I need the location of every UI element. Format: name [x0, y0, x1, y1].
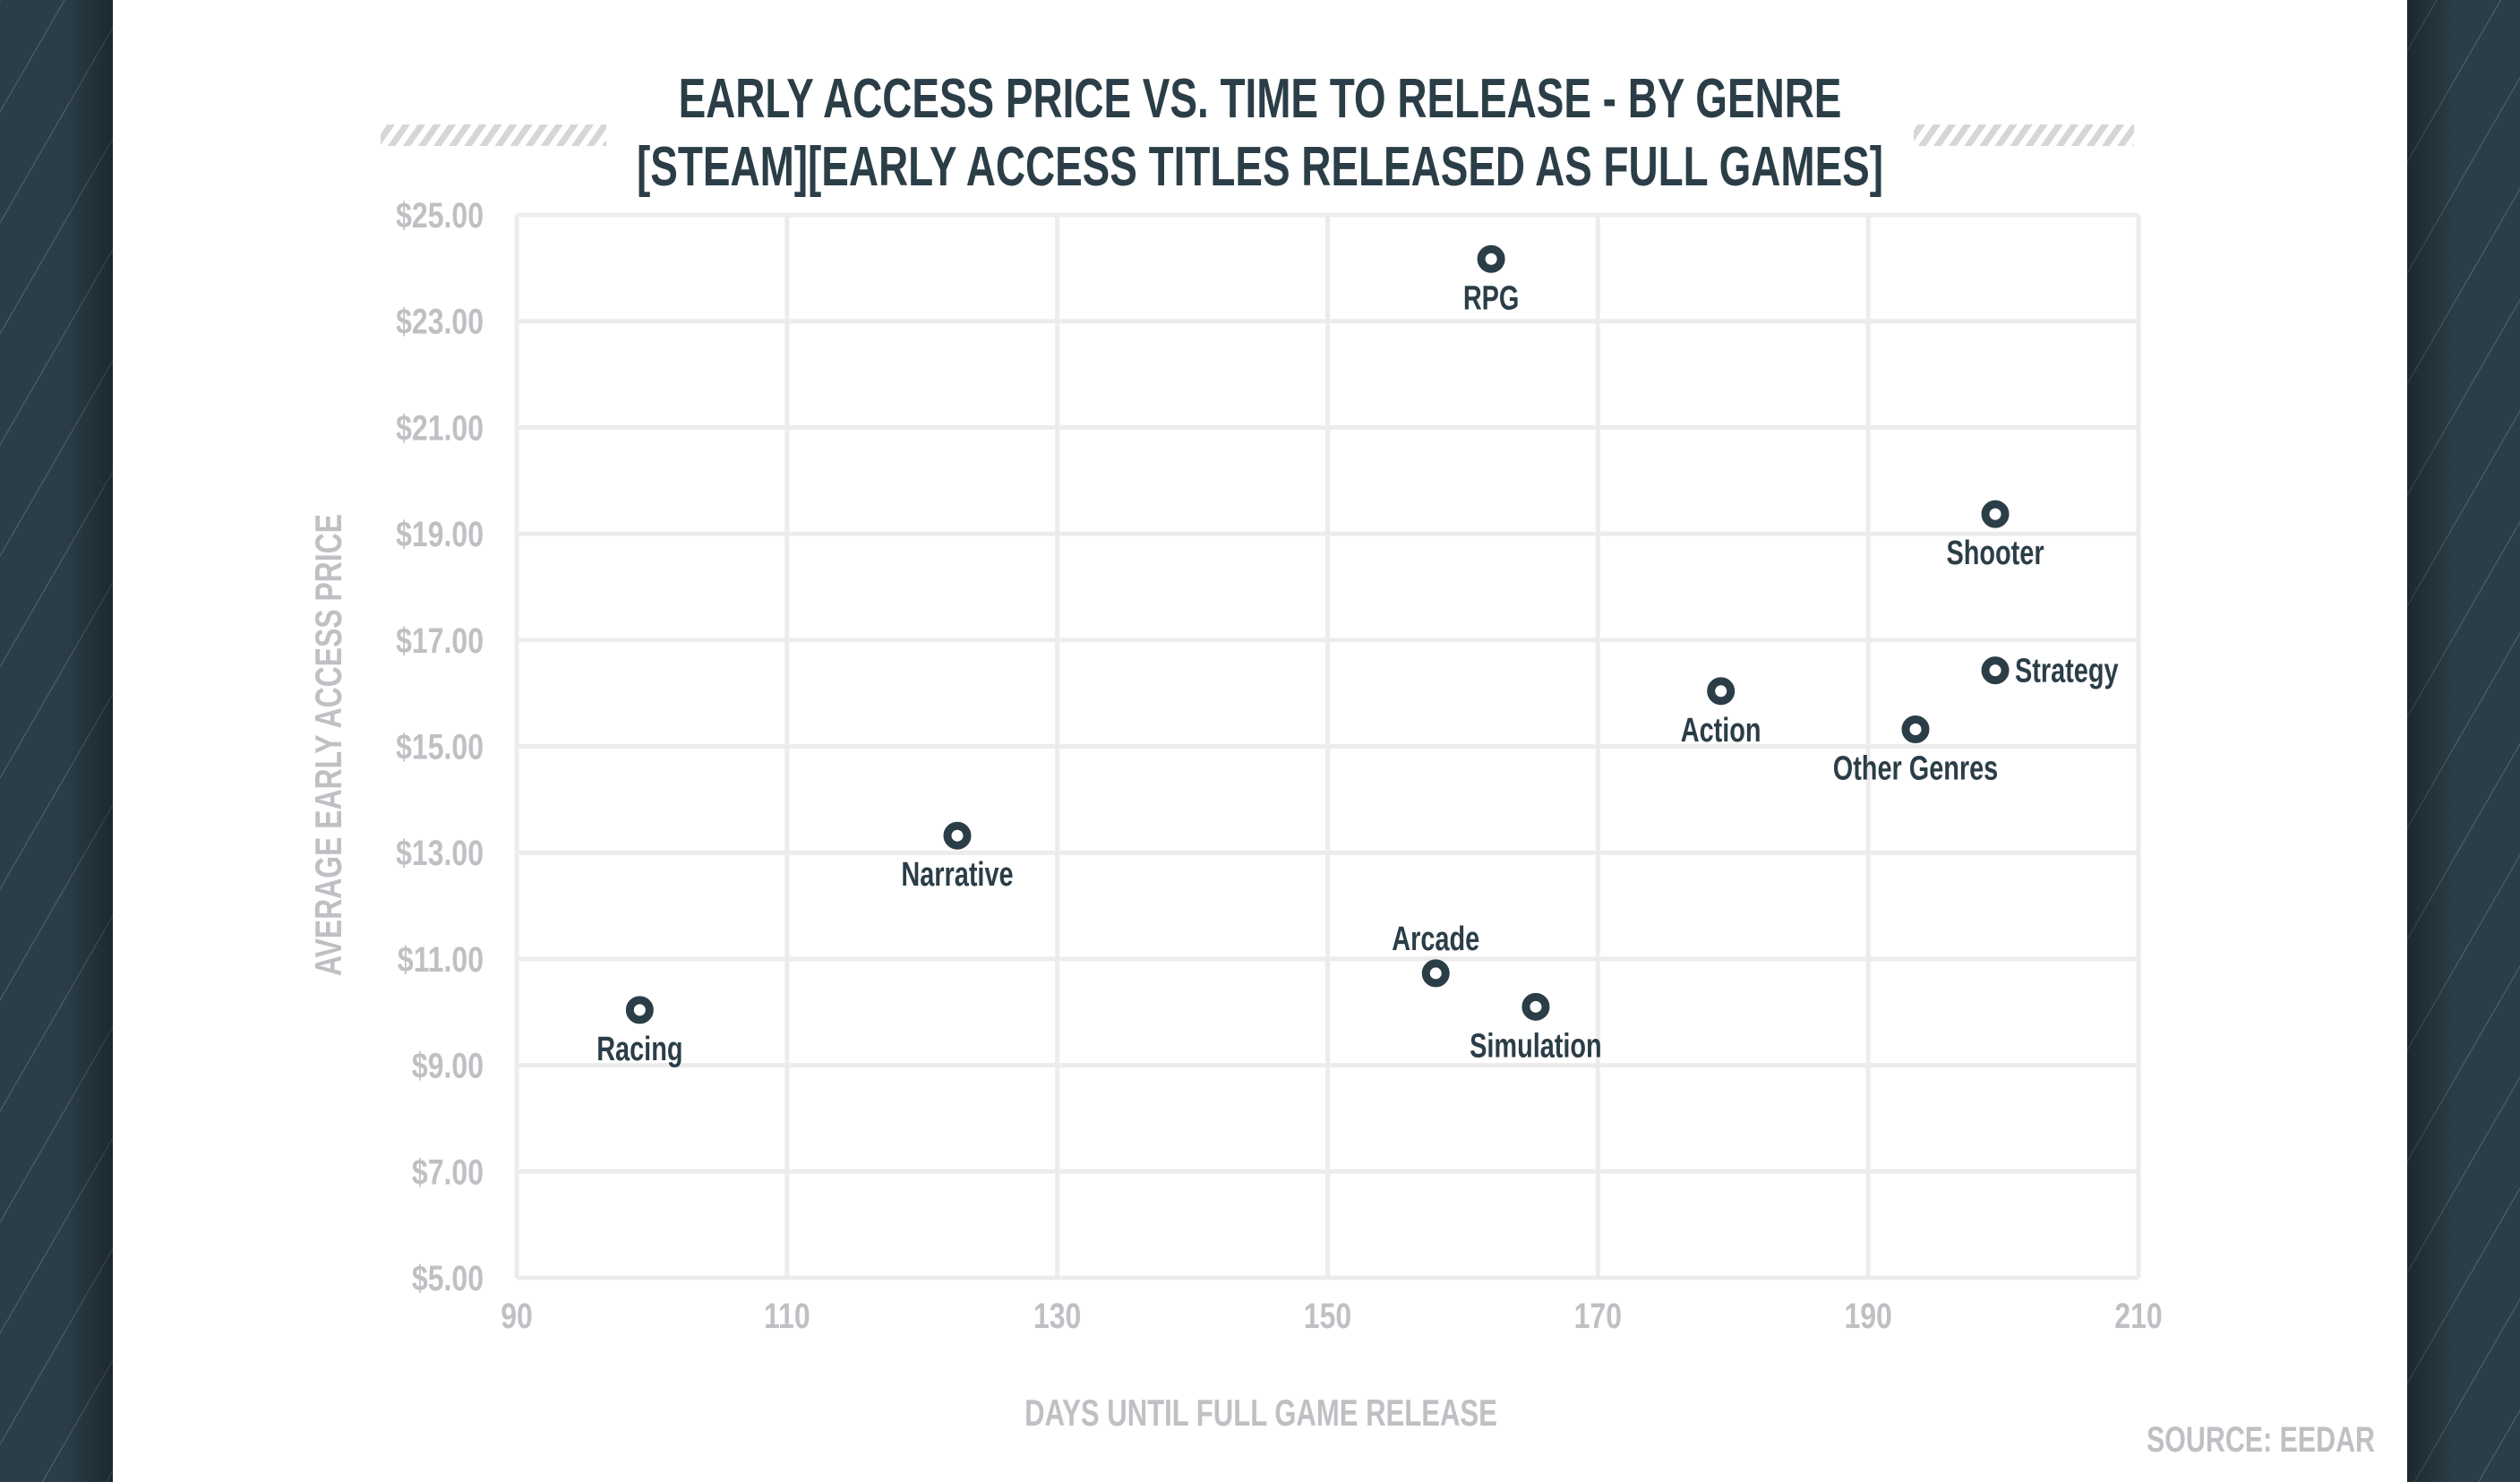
point-label: Simulation	[1470, 1027, 1602, 1066]
y-tick-label: $25.00	[396, 195, 484, 236]
x-tick-label: 110	[764, 1296, 810, 1336]
point-label: Other Genres	[1833, 750, 1999, 788]
chart-subtitle: [STEAM][EARLY ACCESS TITLES RELEASED AS …	[637, 135, 1883, 197]
title-hatch-left	[381, 124, 606, 146]
data-point[interactable]: Strategy	[1981, 652, 2119, 690]
chart-title: EARLY ACCESS PRICE VS. TIME TO RELEASE -…	[679, 67, 1842, 129]
source-note: SOURCE: EEDAR	[2147, 1419, 2375, 1460]
data-point[interactable]: Other Genres	[1833, 715, 1999, 788]
y-tick-label: $7.00	[412, 1152, 484, 1192]
point-marker[interactable]	[625, 996, 654, 1024]
title-hatch-right	[1914, 124, 2134, 146]
y-tick-label: $13.00	[396, 833, 484, 873]
x-tick-label: 190	[1844, 1296, 1891, 1336]
data-point[interactable]: Racing	[596, 996, 682, 1068]
y-tick-label: $15.00	[396, 726, 484, 767]
point-label: Shooter	[1946, 534, 2044, 572]
y-tick-label: $21.00	[396, 407, 484, 448]
point-label: Action	[1681, 711, 1761, 750]
point-label: Racing	[596, 1030, 682, 1068]
point-label: RPG	[1463, 278, 1520, 317]
data-point[interactable]: RPG	[1463, 244, 1520, 317]
data-point[interactable]: Arcade	[1392, 920, 1479, 988]
point-marker[interactable]	[1421, 959, 1450, 988]
x-tick-label: 170	[1574, 1296, 1622, 1336]
data-point[interactable]: Narrative	[901, 821, 1014, 894]
point-marker[interactable]	[943, 821, 972, 850]
y-axis-title: AVERAGE EARLY ACCESS PRICE	[307, 514, 349, 976]
data-points: RPG Shooter Strategy Action Other Genres Narr…	[596, 244, 2119, 1068]
x-axis-title: DAYS UNTIL FULL GAME RELEASE	[1024, 1392, 1497, 1434]
x-axis-ticks: 90 110 130 150 170 190 210	[501, 1296, 2162, 1336]
y-tick-label: $19.00	[396, 514, 484, 554]
x-tick-label: 210	[2114, 1296, 2162, 1336]
grid	[514, 212, 2141, 1281]
data-point[interactable]: Simulation	[1470, 992, 1602, 1066]
x-tick-label: 90	[501, 1296, 533, 1336]
x-tick-label: 130	[1033, 1296, 1081, 1336]
y-tick-label: $11.00	[398, 938, 484, 979]
point-marker[interactable]	[1521, 992, 1550, 1021]
data-point[interactable]: Action	[1681, 677, 1761, 750]
left-side-panel	[0, 0, 113, 1482]
x-tick-label: 150	[1304, 1296, 1351, 1336]
point-label: Narrative	[901, 855, 1013, 894]
point-label: Strategy	[2015, 652, 2119, 690]
point-marker[interactable]	[1981, 656, 2010, 685]
y-axis-ticks: $5.00 $7.00 $9.00 $11.00 $13.00 $15.00 $17.00 $…	[396, 195, 484, 1298]
y-tick-label: $9.00	[412, 1045, 484, 1085]
point-marker[interactable]	[1477, 244, 1505, 273]
point-label: Arcade	[1392, 920, 1479, 958]
y-tick-label: $17.00	[396, 620, 484, 660]
y-tick-label: $23.00	[396, 301, 484, 341]
point-marker[interactable]	[1981, 500, 2010, 528]
data-point[interactable]: Shooter	[1946, 500, 2044, 572]
point-marker[interactable]	[1707, 677, 1736, 706]
y-tick-label: $5.00	[412, 1258, 484, 1298]
point-marker[interactable]	[1901, 715, 1930, 744]
right-side-panel	[2407, 0, 2520, 1482]
